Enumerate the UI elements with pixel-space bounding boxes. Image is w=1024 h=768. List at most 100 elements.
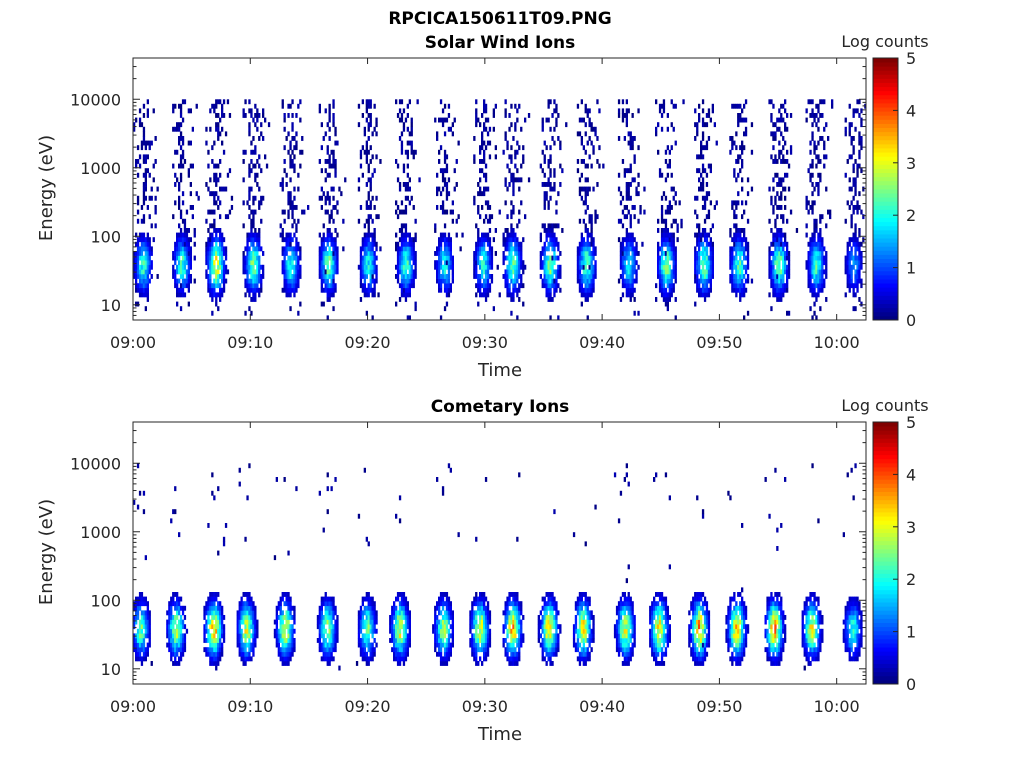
solar-wind-cell — [553, 255, 556, 261]
solar-wind-cell — [179, 163, 183, 169]
solar-wind-cell — [213, 191, 216, 197]
cometary-cell — [365, 596, 368, 602]
solar-wind-cell — [739, 228, 742, 233]
solar-wind-cell — [715, 140, 718, 146]
solar-wind-cell — [733, 209, 736, 215]
solar-wind-cell — [774, 200, 777, 206]
solar-wind-cell — [148, 140, 151, 146]
solar-wind-cell — [488, 246, 492, 252]
solar-wind-cell — [320, 278, 323, 284]
solar-wind-cell — [774, 278, 777, 284]
solar-wind-cell — [705, 191, 709, 197]
solar-wind-cell — [369, 214, 372, 220]
solar-wind-cell — [457, 214, 460, 220]
solar-wind-cell — [582, 145, 585, 151]
solar-wind-cell — [254, 149, 257, 155]
solar-wind-cell — [660, 113, 664, 118]
solar-wind-cell — [709, 287, 712, 293]
solar-wind-cell — [154, 209, 157, 215]
solar-wind-cell — [361, 237, 364, 243]
solar-wind-cell — [582, 269, 585, 275]
cometary-cell — [238, 628, 241, 634]
solar-wind-cell — [664, 237, 668, 243]
solar-wind-cell — [672, 218, 675, 224]
solar-wind-cell — [541, 117, 544, 123]
solar-wind-cell — [256, 283, 259, 289]
solar-wind-cell — [371, 154, 374, 160]
solar-wind-cell — [590, 264, 593, 270]
solar-wind-cell — [504, 278, 507, 284]
solar-wind-cell — [696, 283, 699, 289]
solar-wind-cell — [404, 195, 408, 201]
solar-wind-cell — [789, 209, 793, 215]
solar-wind-cell — [140, 264, 144, 270]
solar-wind-cell — [623, 205, 626, 210]
solar-wind-cell — [627, 168, 630, 174]
solar-wind-cell — [246, 264, 249, 270]
solar-wind-cell — [592, 264, 595, 270]
cometary-cell — [373, 651, 376, 657]
solar-wind-cell — [209, 269, 212, 275]
cometary-cell — [395, 628, 398, 634]
solar-wind-cell — [221, 186, 224, 192]
solar-wind-cell — [658, 287, 662, 293]
cometary-cell — [328, 656, 331, 662]
solar-wind-cell — [283, 126, 286, 132]
solar-wind-cell — [178, 260, 181, 266]
solar-wind-cell — [733, 278, 736, 284]
solar-wind-cell — [821, 246, 824, 252]
solar-wind-cell — [807, 209, 810, 215]
cometary-cell — [178, 628, 181, 634]
solar-wind-cell — [703, 255, 707, 261]
solar-wind-cell — [664, 278, 668, 284]
solar-wind-cell — [780, 287, 783, 293]
solar-wind-cell — [768, 218, 771, 224]
solar-wind-cell — [254, 274, 257, 279]
solar-wind-cell — [205, 251, 208, 256]
solar-wind-cell — [484, 278, 488, 284]
solar-wind-colorbar-swatch — [873, 270, 898, 276]
cometary-cell — [367, 601, 370, 607]
solar-wind-cell — [811, 159, 814, 164]
solar-wind-cell — [856, 172, 859, 178]
solar-wind-cell — [672, 269, 675, 275]
solar-wind-cell — [318, 251, 321, 256]
cometary-cell — [138, 624, 142, 630]
solar-wind-cell — [696, 126, 699, 132]
solar-wind-colorbar-swatch — [873, 103, 898, 108]
cometary-cell — [246, 628, 249, 634]
cometary-cell — [136, 601, 140, 607]
solar-wind-cell — [336, 264, 339, 270]
solar-wind-cell — [250, 251, 253, 256]
solar-wind-cell — [181, 241, 185, 247]
solar-wind-cell — [174, 149, 177, 155]
solar-wind-cell — [784, 269, 787, 275]
solar-wind-cell — [510, 237, 513, 243]
solar-wind-cell — [438, 186, 441, 192]
solar-wind-cell — [735, 260, 738, 266]
solar-wind-cell — [809, 172, 812, 178]
solar-wind-cell — [744, 287, 748, 293]
solar-wind-cell — [324, 260, 327, 266]
solar-wind-cell — [138, 154, 142, 160]
solar-wind-cell — [285, 274, 288, 279]
solar-wind-cell — [700, 274, 703, 279]
cometary-cell — [213, 633, 216, 639]
solar-wind-cell — [217, 274, 220, 279]
solar-wind-cell — [668, 287, 671, 293]
solar-wind-cell — [473, 255, 476, 261]
solar-wind-cell — [373, 292, 376, 298]
solar-wind-cell — [410, 117, 413, 123]
solar-wind-cell — [258, 287, 261, 293]
solar-wind-cell — [555, 241, 558, 247]
solar-wind-cell — [281, 251, 284, 256]
solar-wind-cell — [193, 255, 196, 261]
solar-wind-cell — [412, 149, 415, 155]
solar-wind-cell — [221, 126, 224, 132]
solar-wind-cell — [735, 103, 738, 109]
solar-wind-cell — [334, 255, 337, 261]
solar-wind-colorbar-swatch — [873, 279, 898, 284]
solar-wind-cell — [246, 283, 249, 289]
solar-wind-cell — [185, 274, 189, 279]
solar-wind-cell — [584, 297, 587, 302]
